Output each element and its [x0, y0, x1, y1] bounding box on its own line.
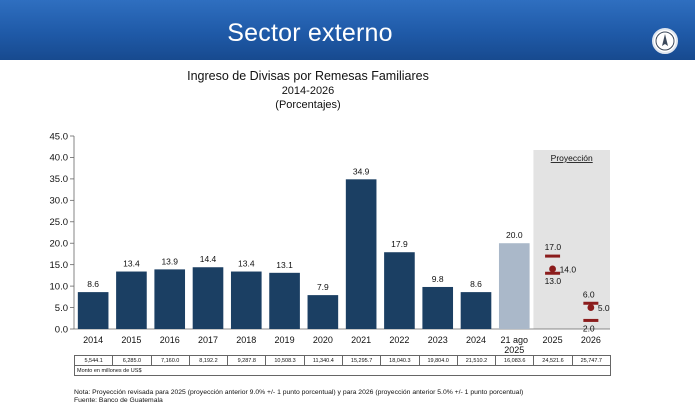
- footnote-note: Nota: Proyección revisada para 2025 (pro…: [74, 389, 524, 396]
- projection-series: 17.0 13.0 14.0 6.0 2.05.0: [545, 242, 610, 333]
- x-tick-label: 2021: [351, 335, 371, 345]
- seal-logo-icon: [652, 28, 678, 54]
- projection-label: Proyección: [551, 153, 593, 163]
- x-tick-label: 2018: [236, 335, 256, 345]
- amount-cell: 15,295.7: [341, 355, 382, 366]
- bar-value-label: 13.4: [123, 259, 140, 269]
- bar-value-label: 13.1: [276, 260, 293, 270]
- bar: [498, 243, 530, 329]
- bar: [154, 269, 186, 329]
- bar: [192, 267, 224, 329]
- x-tick-label: 2020: [313, 335, 333, 345]
- bar-value-label: 8.6: [470, 279, 482, 289]
- projection-upper-label: 17.0: [545, 242, 562, 252]
- x-tick-label: 2025: [543, 335, 563, 345]
- projection-point-label: 14.0: [560, 264, 577, 274]
- projection-upper-bound: [583, 301, 599, 305]
- bar-value-label: 7.9: [317, 282, 329, 292]
- amount-cell: 24,521.6: [533, 355, 573, 366]
- bar-value-label: 20.0: [506, 230, 523, 240]
- amounts-note-row: Monto en millones de US$: [74, 365, 611, 376]
- x-tick-label: 2023: [428, 335, 448, 345]
- projection-upper-label: 6.0: [583, 289, 595, 299]
- remittances-chart: Proyección Ingreso de Divisas por Remesa…: [50, 69, 610, 355]
- bar-value-label: 17.9: [391, 239, 408, 249]
- amount-cell: 8,192.2: [188, 355, 229, 366]
- bar: [384, 252, 415, 329]
- projection-lower-bound: [545, 271, 561, 275]
- x-tick-label: 2022: [389, 335, 409, 345]
- bar: [345, 179, 377, 329]
- y-tick-label: 40.0: [50, 153, 69, 164]
- chart-subtitle: 2014-2026: [282, 85, 335, 97]
- x-tick-label: 21 ago 2025: [501, 335, 529, 355]
- bar: [230, 271, 262, 329]
- y-tick-label: 0.0: [55, 324, 68, 335]
- amount-cell: 18,040.3: [380, 355, 420, 366]
- bar: [269, 272, 300, 329]
- projection-lower-label: 2.0: [583, 323, 595, 333]
- x-tick-label: 2015: [121, 335, 141, 345]
- projection-upper-bound: [545, 254, 561, 258]
- amounts-row: 5,544.1 6,285.0 7,160.0 8,192.2 9,287.8 10,50…: [73, 355, 611, 366]
- bar-value-label: 34.9: [353, 166, 370, 176]
- y-tick-label: 25.0: [50, 217, 69, 228]
- header-banner: Sector externo: [0, 0, 695, 60]
- bar: [307, 295, 339, 329]
- amount-cell: 11,340.4: [303, 355, 343, 366]
- bar-value-label: 14.4: [200, 254, 217, 264]
- bar-series: 8.6 13.4 13.9 14.4 13.4 13.1 7.9 34.9 17.9 9.8 8.6…: [77, 166, 530, 329]
- y-tick-label: 20.0: [50, 239, 69, 250]
- chart-units: (Porcentajes): [275, 99, 340, 111]
- amount-cell: 21,510.2: [456, 355, 497, 366]
- chart-title: Ingreso de Divisas por Remesas Familiare…: [187, 69, 429, 83]
- amount-cell: 25,747.7: [571, 355, 611, 366]
- bar: [116, 271, 147, 329]
- y-tick-label: 5.0: [55, 303, 68, 314]
- y-tick-label: 10.0: [50, 281, 69, 292]
- x-tick-label: 2024: [466, 335, 486, 345]
- amounts-table: 5,544.1 6,285.0 7,160.0 8,192.2 9,287.8 10,50…: [73, 355, 611, 376]
- amount-cell: 6,285.0: [112, 355, 152, 366]
- footnote: Nota: Proyección revisada para 2025 (pro…: [74, 389, 634, 404]
- amounts-note: Monto en millones de US$: [74, 365, 611, 376]
- amount-cell: 7,160.0: [150, 355, 190, 366]
- bar: [77, 292, 109, 329]
- x-tick-label: 2026: [581, 335, 601, 345]
- projection-lower-bound: [583, 318, 599, 322]
- x-tick-label: 2014: [83, 335, 103, 345]
- projection-lower-label: 13.0: [545, 276, 562, 286]
- y-tick-label: 35.0: [50, 174, 69, 185]
- projection-band: [533, 150, 610, 329]
- y-tick-label: 30.0: [50, 196, 69, 207]
- x-tick-label: 2016: [160, 335, 180, 345]
- bar: [422, 286, 454, 329]
- bar-value-label: 13.9: [161, 256, 178, 266]
- bar-value-label: 13.4: [238, 259, 255, 269]
- amount-cell: 9,287.8: [227, 355, 267, 366]
- projection-point-label: 5.0: [598, 303, 610, 313]
- amount-cell: 19,804.0: [418, 355, 458, 366]
- bar: [460, 292, 492, 329]
- projection-point: [549, 265, 556, 273]
- x-axis: 2014 2015 2016 2017 2018 2019 2020 2021 2022 2023…: [83, 335, 601, 355]
- y-tick-label: 15.0: [50, 260, 69, 271]
- bar-value-label: 9.8: [432, 274, 444, 284]
- y-tick-label: 45.0: [50, 131, 69, 142]
- x-tick-label: 2019: [275, 335, 295, 345]
- x-tick-label: 2017: [198, 335, 218, 345]
- seal-emblem: [655, 31, 675, 51]
- footnote-source: Fuente: Banco de Guatemala: [74, 396, 163, 404]
- bar-value-label: 8.6: [87, 279, 99, 289]
- projection-point: [587, 304, 595, 311]
- amount-cell: 10,508.3: [265, 355, 305, 366]
- amount-cell: 5,544.1: [73, 355, 114, 366]
- page-title: Sector externo: [227, 19, 393, 47]
- amount-cell: 16,083.6: [495, 355, 535, 366]
